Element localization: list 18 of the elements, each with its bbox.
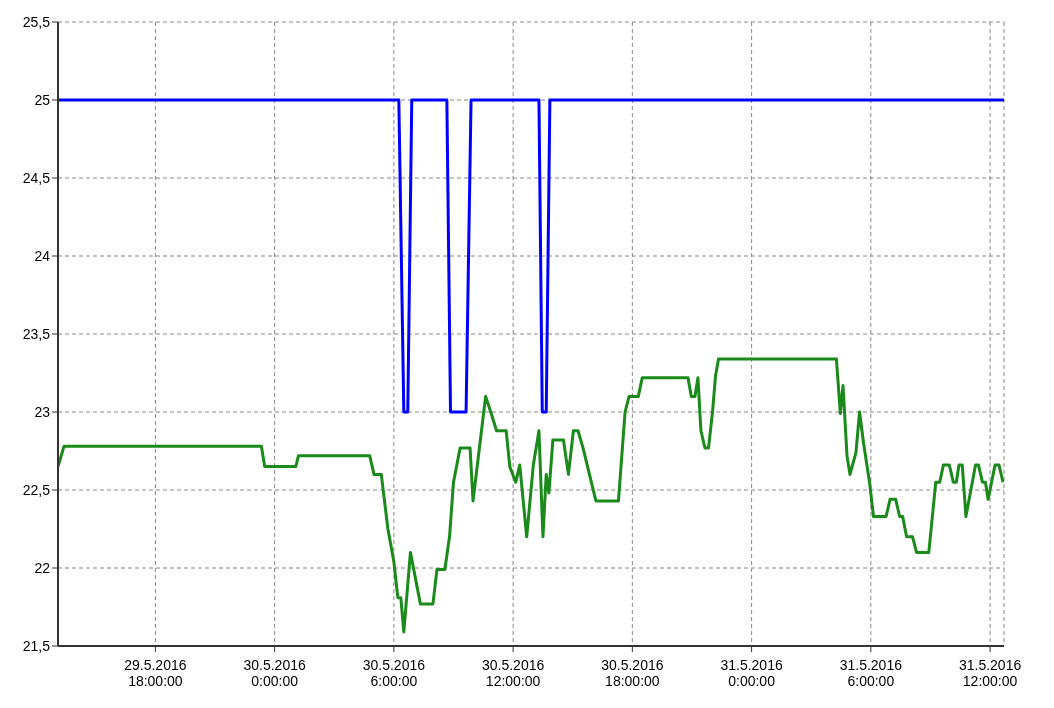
y-tick-label: 24	[34, 247, 51, 264]
y-tick-label: 22	[34, 559, 51, 576]
x-tick-label: 31.5.2016 12:00:00	[958, 657, 1022, 689]
x-tick-label: 30.5.2016 18:00:00	[601, 657, 664, 689]
x-tick-label: 31.5.2016 6:00:00	[839, 657, 903, 689]
x-tick-label: 30.5.2016 12:00:00	[481, 657, 545, 689]
y-tick-label: 21,5	[22, 637, 51, 654]
x-tick-label: 29.5.2016 18:00:00	[124, 657, 187, 689]
x-tick-label: 30.5.2016 6:00:00	[362, 657, 426, 689]
y-tick-label: 24,5	[22, 169, 51, 186]
y-tick-label: 25	[34, 91, 51, 108]
y-tick-label: 22,5	[22, 481, 51, 498]
x-tick-label: 31.5.2016 0:00:00	[720, 657, 783, 689]
y-tick-label: 23	[34, 403, 51, 420]
y-tick-label: 23,5	[22, 325, 51, 342]
x-tick-label: 30.5.2016 0:00:00	[243, 657, 306, 689]
y-tick-label: 25,5	[22, 13, 51, 30]
line-series	[58, 357, 1004, 634]
